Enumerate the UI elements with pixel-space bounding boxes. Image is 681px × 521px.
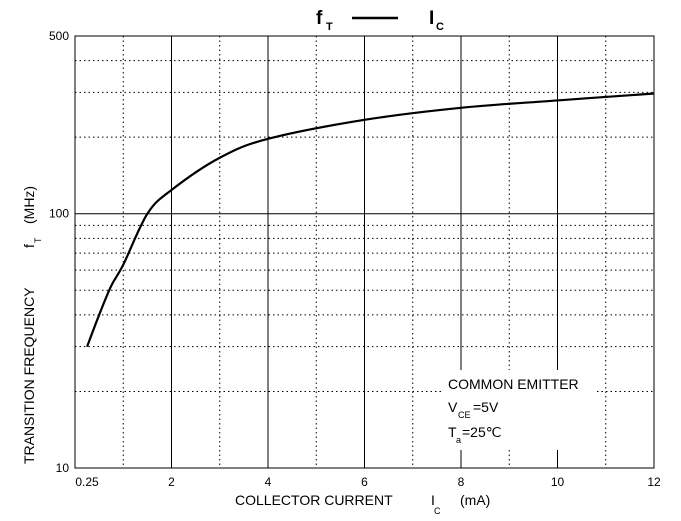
plot-border	[74, 35, 655, 469]
x-tick-label: 8	[458, 475, 465, 489]
x-tick-label: 4	[265, 475, 272, 489]
annotation-t-sub: a	[456, 435, 461, 445]
chart-title: f T I C	[316, 8, 444, 33]
plot-area: 10 100 500 0.25 2 4 6 8 10 12 COMMON EMITTER V CE =5V…	[49, 29, 661, 489]
x-label-symbol: I	[431, 492, 435, 508]
title-vs-sub: C	[436, 21, 444, 33]
y-axis-label: TRANSITION FREQUENCY f T (MHz)	[21, 186, 43, 464]
y-tick-label: 100	[49, 207, 69, 221]
y-label-symbol: f	[21, 244, 37, 248]
x-tick-label: 0.25	[75, 475, 99, 489]
title-symbol-sub: T	[326, 21, 333, 33]
annotation-bg	[444, 370, 594, 450]
data-line	[86, 92, 655, 348]
annotation-v: V	[448, 399, 458, 415]
title-vs: I	[429, 8, 434, 29]
y-label-unit: (MHz)	[21, 186, 37, 224]
y-tick-label: 10	[56, 461, 70, 475]
x-tick-label: 2	[168, 475, 175, 489]
annotation-t-val: =25℃	[462, 424, 501, 440]
x-axis-label: COLLECTOR CURRENT I C (mA)	[235, 492, 490, 516]
annotation-t: T	[448, 424, 457, 440]
annotation-v-sub: CE	[458, 410, 471, 420]
x-tick-label: 6	[361, 475, 368, 489]
annotation-v-val: =5V	[473, 399, 499, 415]
annotation-line1: COMMON EMITTER	[448, 376, 579, 392]
x-tick-label: 10	[551, 475, 565, 489]
x-label-text: COLLECTOR CURRENT	[235, 492, 393, 508]
y-label-text: TRANSITION FREQUENCY	[21, 287, 37, 464]
x-label-symbol-sub: C	[434, 506, 441, 516]
y-label-symbol-sub: T	[33, 237, 43, 243]
x-label-unit: (mA)	[460, 492, 490, 508]
title-symbol: f	[316, 8, 323, 29]
y-tick-label: 500	[49, 29, 69, 43]
x-tick-label: 12	[647, 475, 661, 489]
